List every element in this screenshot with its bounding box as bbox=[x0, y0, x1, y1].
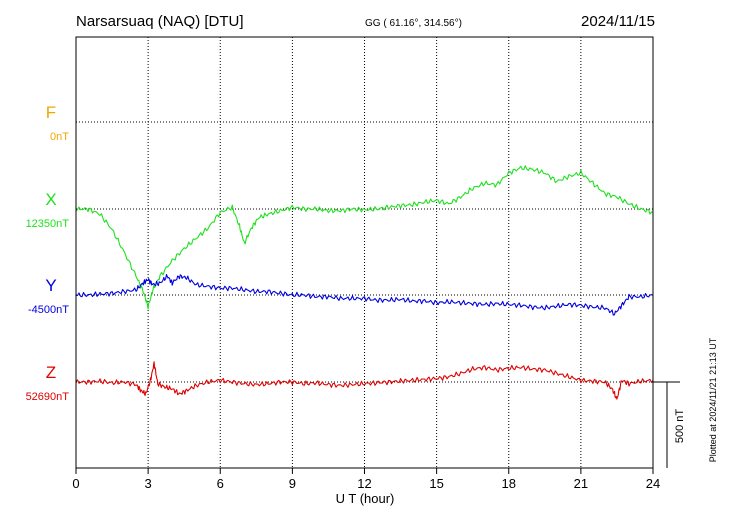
component-label-f: F bbox=[46, 103, 56, 122]
station-title: Narsarsuaq (NAQ) [DTU] bbox=[76, 13, 244, 30]
plot-date: 2024/11/15 bbox=[581, 13, 655, 30]
x-tick-label: 9 bbox=[289, 476, 296, 491]
plotted-timestamp: Plotted at 2024/11/21 21:13 UT bbox=[708, 337, 718, 462]
scale-bar-label: 500 nT bbox=[674, 409, 686, 444]
x-axis-label: U T (hour) bbox=[336, 491, 395, 506]
component-label-y: Y bbox=[45, 276, 56, 295]
baseline-value-f: 0nT bbox=[50, 131, 69, 143]
x-tick-label: 18 bbox=[502, 476, 516, 491]
grid-lines bbox=[76, 37, 653, 468]
x-tick-label: 24 bbox=[646, 476, 660, 491]
x-axis-ticks: 0 3 6 9 12 15 18 21 24 bbox=[72, 468, 660, 491]
series-z-line bbox=[75, 361, 654, 400]
scale-bar: 500 nT bbox=[653, 381, 686, 468]
x-tick-label: 12 bbox=[357, 476, 371, 491]
baseline-value-z: 52690nT bbox=[26, 391, 70, 403]
baseline-value-x: 12350nT bbox=[26, 218, 70, 230]
x-tick-label: 6 bbox=[217, 476, 224, 491]
x-tick-label: 15 bbox=[429, 476, 443, 491]
component-label-x: X bbox=[45, 190, 56, 209]
component-label-z: Z bbox=[46, 363, 56, 382]
data-series bbox=[75, 165, 654, 400]
x-tick-label: 3 bbox=[145, 476, 152, 491]
component-labels: F 0nT X 12350nT Y -4500nT Z 52690nT bbox=[26, 103, 70, 403]
series-y-line bbox=[75, 273, 654, 316]
x-tick-label: 21 bbox=[574, 476, 588, 491]
baseline-value-y: -4500nT bbox=[28, 304, 69, 316]
series-x-line bbox=[75, 165, 654, 310]
geo-coordinates: GG ( 61.16°, 314.56°) bbox=[365, 18, 462, 29]
x-tick-label: 0 bbox=[72, 476, 79, 491]
